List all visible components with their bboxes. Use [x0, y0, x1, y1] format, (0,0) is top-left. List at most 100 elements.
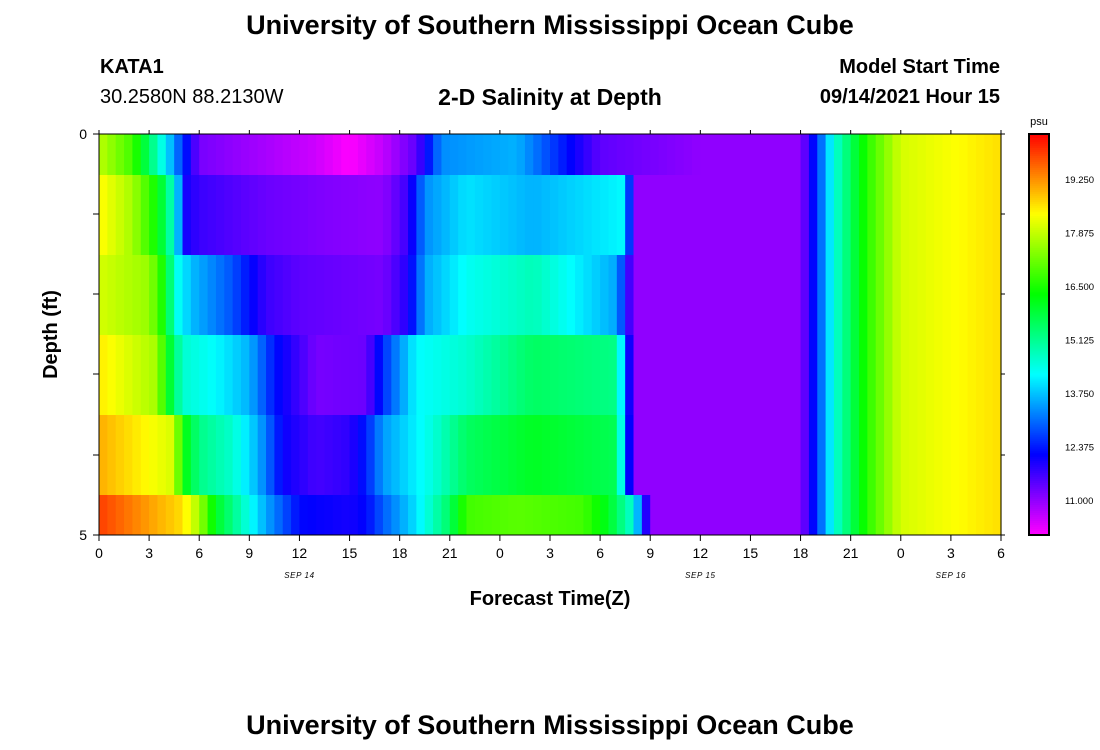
- heatmap-cell: [942, 495, 952, 535]
- model-start-label: Model Start Time: [839, 56, 1000, 78]
- colorbar-segment: [1029, 504, 1049, 508]
- heatmap-cell: [775, 175, 785, 255]
- heatmap-cell: [742, 175, 752, 255]
- heatmap-cell: [316, 255, 326, 335]
- heatmap-cell: [775, 255, 785, 335]
- heatmap-cell: [650, 175, 660, 255]
- heatmap-cell: [616, 175, 626, 255]
- colorbar-segment: [1029, 510, 1049, 514]
- heatmap-cell: [666, 495, 676, 535]
- colorbar-segment: [1029, 414, 1049, 418]
- heatmap-cell: [374, 175, 384, 255]
- colorbar-segment: [1029, 348, 1049, 352]
- heatmap-cell: [508, 134, 518, 175]
- heatmap-cell: [658, 134, 668, 175]
- colorbar-segment: [1029, 204, 1049, 207]
- colorbar-segment: [1029, 206, 1049, 209]
- heatmap-cell: [550, 415, 559, 495]
- heatmap-cell: [675, 255, 685, 335]
- heatmap-cell: [240, 335, 250, 415]
- heatmap-cell: [474, 415, 484, 495]
- heatmap-cell: [316, 415, 326, 495]
- heatmap-cell: [499, 134, 509, 175]
- heatmap-cell: [825, 495, 835, 535]
- heatmap-cell: [909, 495, 919, 535]
- heatmap-cell: [833, 415, 843, 495]
- heatmap-cell: [884, 335, 894, 415]
- heatmap-cell: [967, 175, 977, 255]
- heatmap-cell: [132, 415, 142, 495]
- heatmap-cell: [917, 415, 927, 495]
- heatmap-cell: [374, 495, 384, 535]
- heatmap-cell: [266, 335, 275, 415]
- colorbar-segment: [1029, 138, 1049, 141]
- heatmap-cell: [708, 175, 718, 255]
- heatmap-cell: [558, 255, 568, 335]
- heatmap-cell: [124, 134, 134, 175]
- colorbar-segment: [1029, 144, 1049, 147]
- heatmap-cell: [900, 415, 910, 495]
- heatmap-cell: [165, 255, 175, 335]
- heatmap-cell: [666, 255, 676, 335]
- heatmap-cell: [959, 415, 969, 495]
- heatmap-cell: [900, 255, 910, 335]
- colorbar-segment: [1029, 452, 1049, 456]
- colorbar-segment: [1029, 424, 1049, 428]
- colorbar-segment: [1029, 384, 1049, 388]
- colorbar-segment: [1029, 494, 1049, 498]
- heatmap-cell: [725, 255, 735, 335]
- colorbar-segment: [1029, 530, 1049, 534]
- heatmap-cell: [382, 255, 392, 335]
- heatmap-cell: [190, 495, 200, 535]
- heatmap-cell: [99, 415, 108, 495]
- colorbar-segment: [1029, 412, 1049, 416]
- colorbar-segment: [1029, 146, 1049, 149]
- heatmap-cell: [524, 175, 534, 255]
- heatmap-cell: [859, 175, 868, 255]
- footer-title: University of Southern Mississippi Ocean…: [246, 710, 854, 740]
- heatmap-cell: [917, 134, 927, 175]
- heatmap-cell: [859, 415, 868, 495]
- heatmap-cell: [959, 495, 969, 535]
- heatmap-cell: [466, 335, 476, 415]
- colorbar-segment: [1029, 218, 1049, 221]
- heatmap-cell: [859, 134, 868, 175]
- heatmap-cell: [357, 495, 367, 535]
- heatmap-cell: [391, 415, 401, 495]
- heatmap-cell: [934, 175, 944, 255]
- colorbar-segment: [1029, 214, 1049, 217]
- heatmap-cell: [516, 175, 526, 255]
- colorbar-segment: [1029, 400, 1049, 404]
- heatmap-cell: [366, 175, 376, 255]
- heatmap-cell: [458, 335, 468, 415]
- heatmap-cell: [825, 255, 835, 335]
- heatmap-cell: [408, 175, 417, 255]
- heatmap-cell: [750, 495, 760, 535]
- colorbar-tick-label: 11.000: [1065, 496, 1093, 507]
- heatmap-cell: [516, 255, 526, 335]
- heatmap-cell: [884, 134, 894, 175]
- heatmap-cell: [792, 415, 802, 495]
- heatmap-cell: [449, 415, 459, 495]
- heatmap-cell: [950, 255, 960, 335]
- heatmap-cell: [842, 415, 852, 495]
- colorbar-segment: [1029, 220, 1049, 223]
- heatmap-cell: [324, 134, 334, 175]
- colorbar-segment: [1029, 168, 1049, 171]
- colorbar-segment: [1029, 394, 1049, 398]
- heatmap-cell: [157, 134, 167, 175]
- heatmap-cell: [215, 134, 225, 175]
- heatmap-cell: [416, 495, 426, 535]
- heatmap-cell: [917, 495, 927, 535]
- heatmap-cell: [257, 175, 267, 255]
- heatmap-cell: [349, 175, 359, 255]
- heatmap-cell: [733, 335, 743, 415]
- colorbar-segment: [1029, 292, 1049, 295]
- heatmap-cell: [508, 175, 518, 255]
- heatmap-cell: [416, 415, 426, 495]
- heatmap-cell: [149, 415, 159, 495]
- heatmap-cell: [249, 415, 259, 495]
- colorbar-segment: [1029, 192, 1049, 195]
- x-tick-label: 12: [693, 545, 709, 561]
- heatmap-cell: [541, 134, 551, 175]
